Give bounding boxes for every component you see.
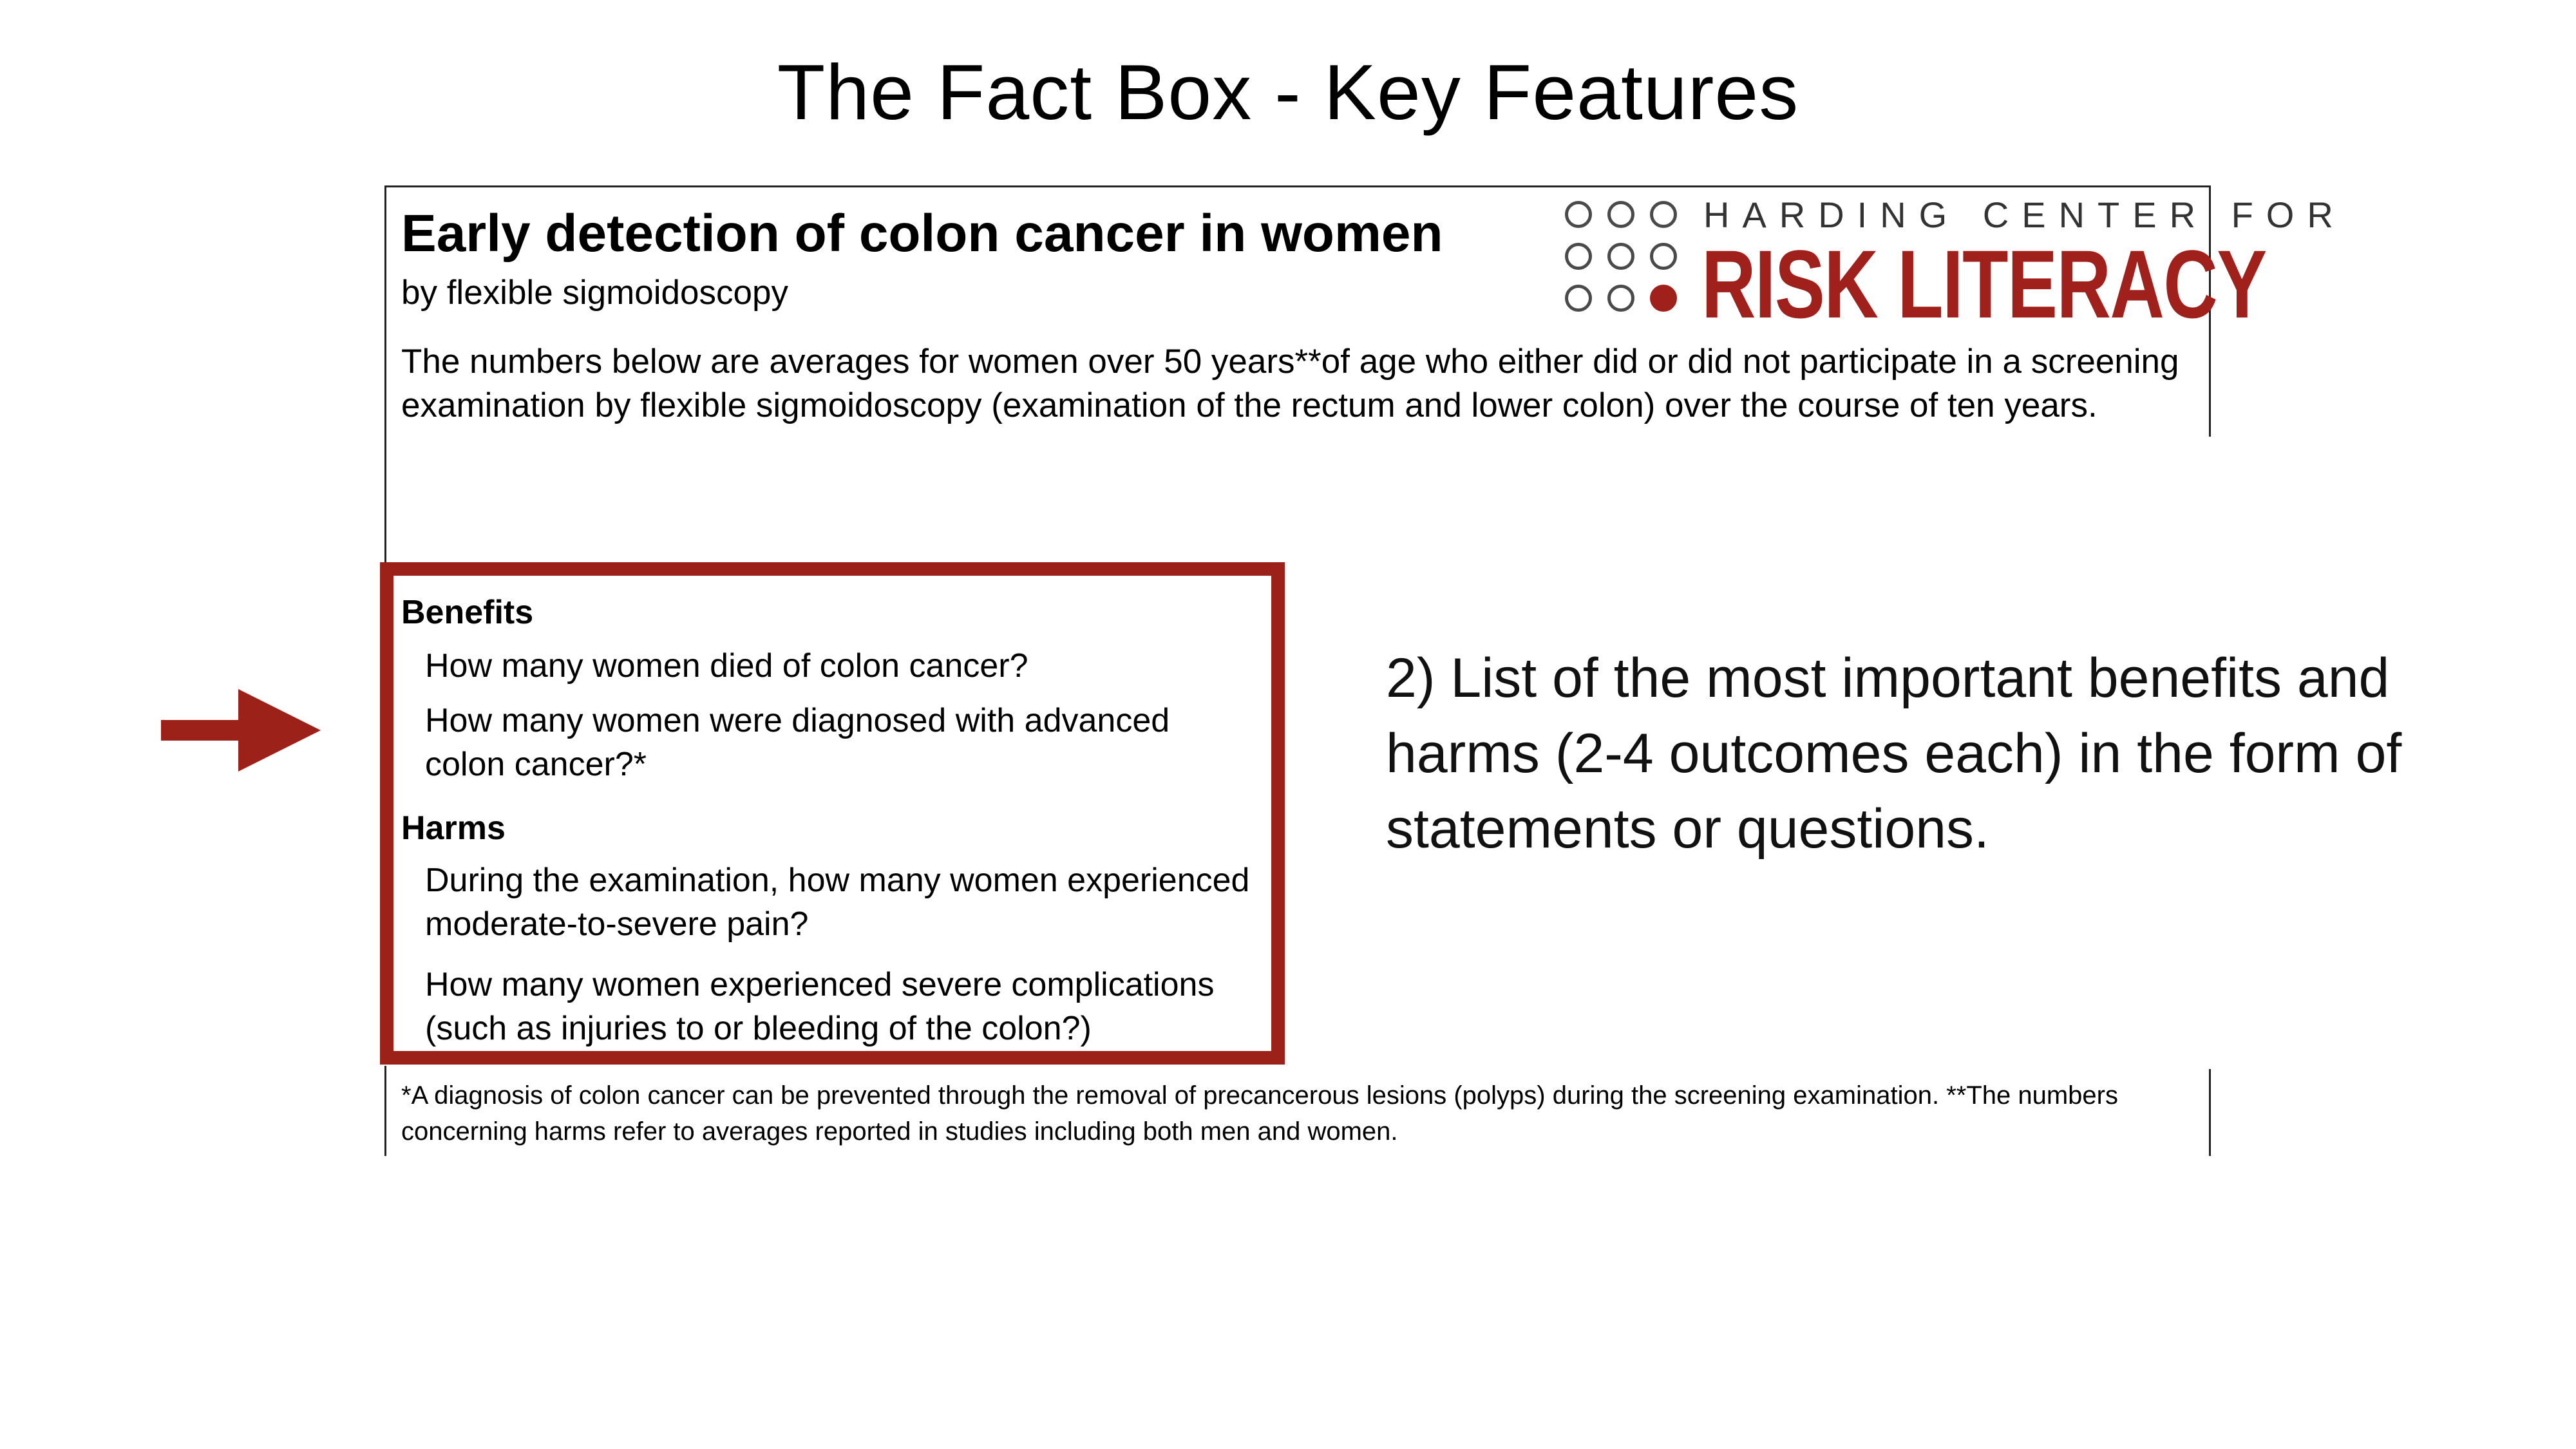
fact-box-border-right-upper: [2209, 185, 2211, 437]
logo-line2: RISK LITERACY: [1701, 230, 2267, 338]
fact-box-border-left-lower: [384, 1066, 386, 1156]
fact-box-border-left-upper: [384, 185, 386, 565]
fact-box-border-top: [384, 185, 2211, 187]
logo-circle: [1607, 243, 1634, 270]
logo-circle: [1565, 285, 1592, 312]
arrow-right-icon: [161, 689, 322, 779]
logo-circle: [1565, 243, 1592, 270]
harm-item: How many women experienced severe compli…: [425, 966, 1215, 1047]
fact-box-border-right-lower: [2209, 1069, 2211, 1156]
logo-circle: [1565, 201, 1592, 228]
fact-box-subtitle: by flexible sigmoidoscopy: [401, 274, 788, 312]
logo-circle: [1607, 201, 1634, 228]
highlight-frame: [380, 562, 1285, 1065]
annotation-text: 2) List of the most important benefits a…: [1386, 647, 2402, 860]
harm-item: During the examination, how many women e…: [425, 862, 1250, 943]
harding-center-logo: HARDING CENTER FOR RISK LITERACY: [1565, 194, 2333, 332]
benefits-heading: Benefits: [401, 594, 534, 631]
fact-box-title: Early detection of colon cancer in women: [401, 204, 1443, 263]
logo-circle-filled: [1650, 285, 1677, 312]
benefit-item: How many women were diagnosed with advan…: [425, 702, 1170, 783]
slide-title: The Fact Box - Key Features: [777, 48, 1799, 136]
fact-box-footnote: *A diagnosis of colon cancer can be prev…: [401, 1081, 2118, 1146]
harms-heading: Harms: [401, 810, 506, 847]
logo-line1: HARDING CENTER FOR: [1703, 194, 2346, 235]
logo-circle: [1650, 201, 1677, 228]
logo-circle: [1650, 243, 1677, 270]
benefit-item: How many women died of colon cancer?: [425, 647, 1028, 685]
fact-box-intro: The numbers below are averages for women…: [401, 343, 2179, 424]
logo-circle: [1607, 285, 1634, 312]
